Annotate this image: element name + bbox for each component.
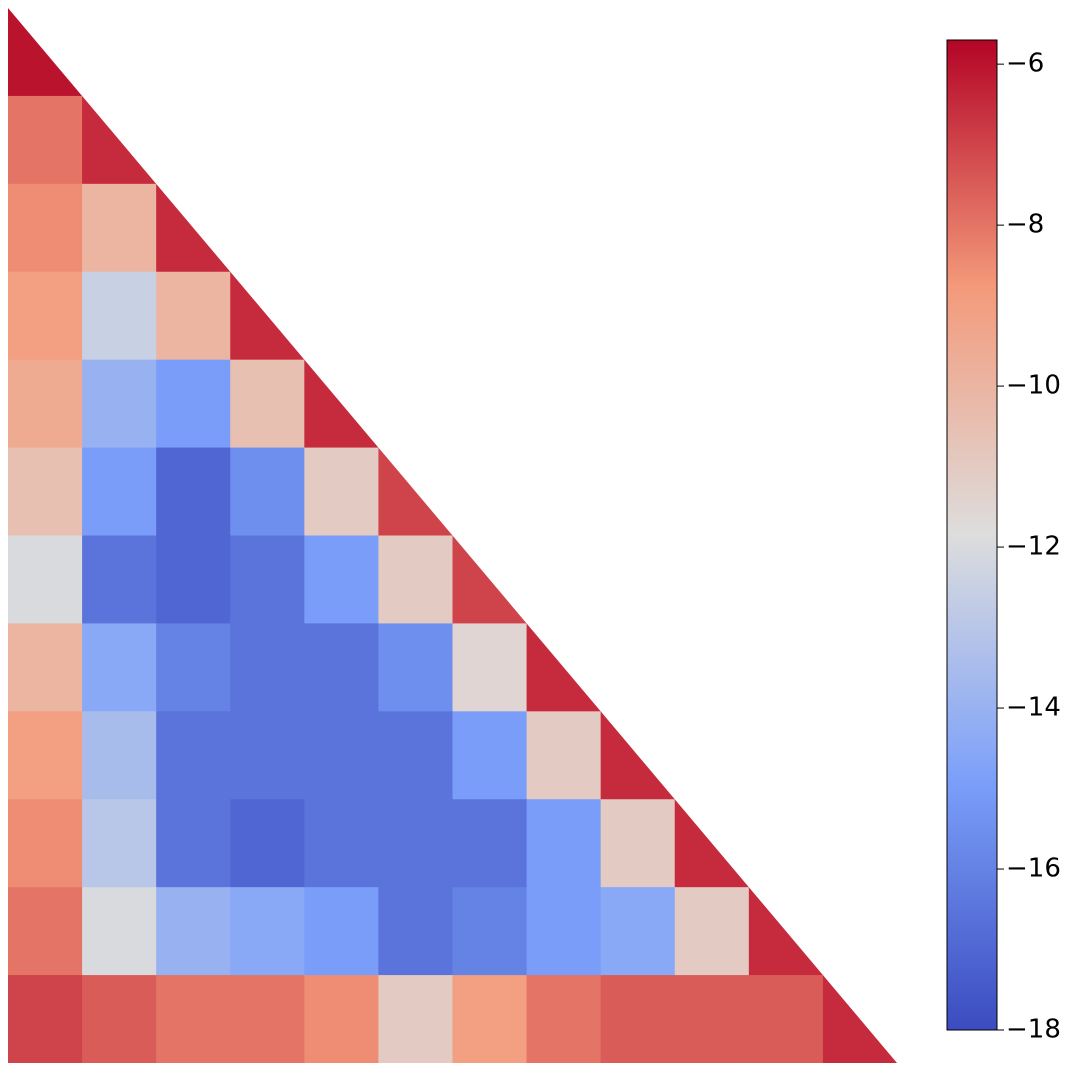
heatmap-cell — [378, 623, 454, 712]
heatmap-cell — [8, 799, 83, 888]
heatmap-cell — [378, 535, 454, 625]
heatmap-cell — [452, 535, 528, 625]
heatmap-cell — [526, 623, 602, 712]
heatmap-cell — [230, 271, 305, 361]
heatmap-cell — [156, 359, 231, 449]
heatmap-cell — [230, 535, 305, 625]
heatmap-cell — [156, 623, 231, 712]
heatmap-cell — [304, 535, 380, 625]
heatmap-cell — [748, 887, 824, 976]
heatmap-cell — [8, 8, 83, 97]
heatmap-cell — [304, 975, 380, 1063]
heatmap-cell — [82, 447, 157, 537]
heatmap-cell — [526, 711, 602, 800]
heatmap-cell — [748, 975, 824, 1063]
heatmap-cell — [304, 799, 380, 888]
heatmap-cell — [674, 887, 750, 976]
heatmap-cell — [452, 799, 528, 888]
heatmap-cell — [378, 711, 454, 800]
heatmap-cell — [8, 183, 83, 273]
heatmap-cell — [600, 799, 676, 888]
heatmap-cell — [230, 711, 305, 800]
heatmap — [8, 8, 897, 1063]
colorbar-tick-label: −10 — [1006, 371, 1061, 401]
heatmap-cell — [82, 535, 157, 625]
heatmap-cell — [304, 887, 380, 976]
heatmap-cell — [674, 975, 750, 1063]
heatmap-cell — [82, 271, 157, 361]
heatmap-cell — [378, 447, 454, 537]
heatmap-cell — [8, 359, 83, 449]
heatmap-cell — [526, 887, 602, 976]
heatmap-cell — [82, 711, 157, 800]
heatmap-cell — [8, 271, 83, 361]
heatmap-cell — [526, 975, 602, 1063]
heatmap-cell — [82, 183, 157, 273]
heatmap-cell — [304, 359, 380, 449]
colorbar-tick-label: −12 — [1006, 532, 1061, 562]
heatmap-cell — [156, 271, 231, 361]
heatmap-cell — [82, 975, 157, 1063]
heatmap-cell — [452, 711, 528, 800]
heatmap-cell — [156, 711, 231, 800]
heatmap-cell — [156, 447, 231, 537]
colorbar-tick-label: −18 — [1006, 1015, 1061, 1045]
colorbar-tick-label: −6 — [1006, 49, 1044, 79]
colorbar-tick-label: −8 — [1006, 210, 1044, 240]
heatmap-cell — [8, 535, 83, 625]
heatmap-cell — [230, 447, 305, 537]
heatmap-cell — [156, 799, 231, 888]
heatmap-cell — [156, 535, 231, 625]
heatmap-cell — [600, 711, 676, 800]
heatmap-cell — [526, 799, 602, 888]
heatmap-cell — [8, 623, 83, 712]
heatmap-cell — [378, 887, 454, 976]
heatmap-cell — [230, 887, 305, 976]
heatmap-cell — [230, 799, 305, 888]
heatmap-cell — [82, 95, 157, 185]
heatmap-cell — [156, 183, 231, 273]
heatmap-cell — [378, 975, 454, 1063]
heatmap-cell — [156, 887, 231, 976]
heatmap-cell — [230, 359, 305, 449]
heatmap-cell — [452, 975, 528, 1063]
heatmap-cell — [230, 623, 305, 712]
heatmap-cell — [600, 887, 676, 976]
heatmap-cell — [8, 447, 83, 537]
heatmap-cell — [674, 799, 750, 888]
heatmap-cell — [8, 95, 83, 185]
colorbar — [946, 39, 998, 1031]
heatmap-cell — [8, 887, 83, 976]
heatmap-cell — [600, 975, 676, 1063]
heatmap-cell — [452, 887, 528, 976]
heatmap-cell — [8, 711, 83, 800]
heatmap-cell — [230, 975, 305, 1063]
heatmap-cell — [82, 359, 157, 449]
heatmap-cell — [82, 623, 157, 712]
heatmap-cell — [156, 975, 231, 1063]
heatmap-cell — [82, 799, 157, 888]
heatmap-cell — [304, 447, 380, 537]
colorbar-tick-label: −14 — [1006, 693, 1061, 723]
heatmap-cell — [822, 975, 897, 1063]
heatmap-cell — [82, 887, 157, 976]
heatmap-cell — [452, 623, 528, 712]
heatmap-cell — [378, 799, 454, 888]
heatmap-cell — [304, 623, 380, 712]
colorbar-tick-label: −16 — [1006, 854, 1061, 884]
heatmap-cell — [304, 711, 380, 800]
heatmap-cell — [8, 975, 83, 1063]
